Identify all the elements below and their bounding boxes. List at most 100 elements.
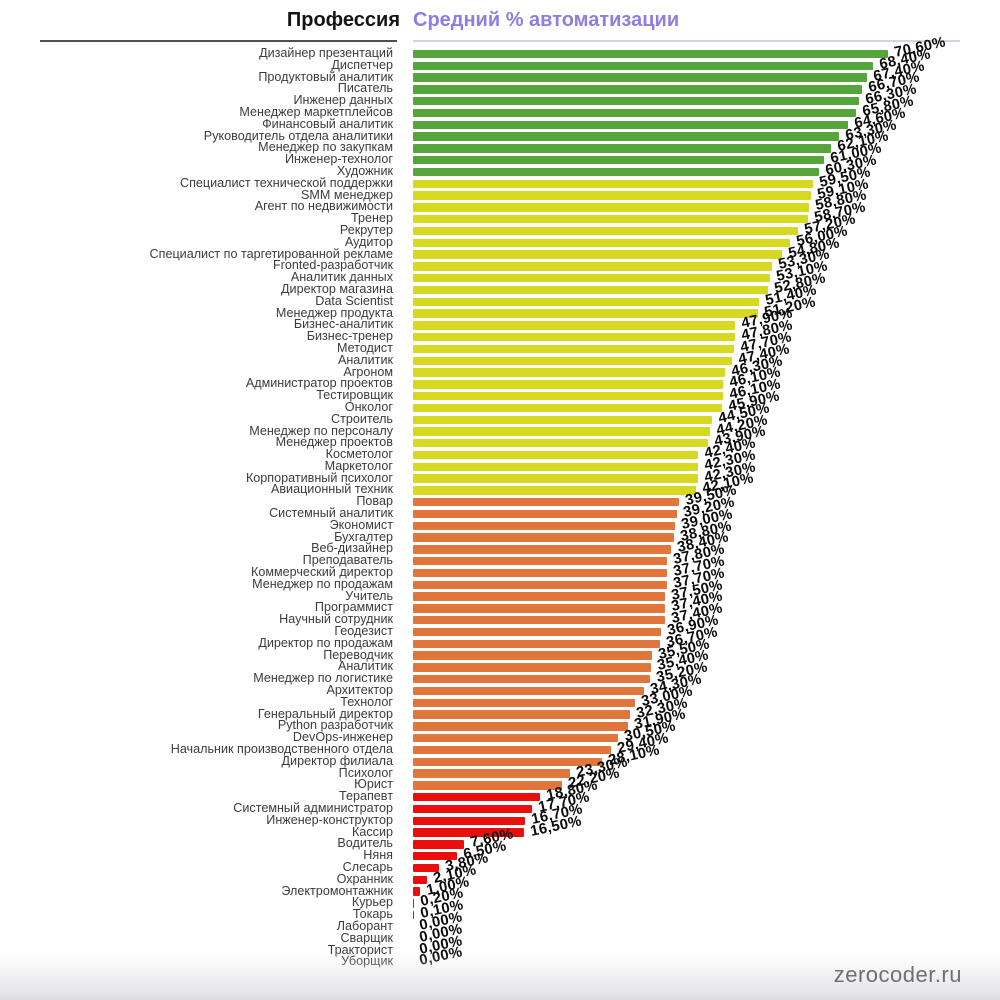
bar-cell: 46,10% bbox=[400, 365, 1000, 391]
profession-label: Менеджер по персоналу bbox=[249, 423, 393, 438]
chart-row: Менеджер по закупкам 62,10% bbox=[0, 129, 1000, 155]
bar bbox=[413, 651, 652, 660]
chart-row: Няня 6,50% bbox=[0, 838, 1000, 863]
bar-cell: 58,80% bbox=[400, 188, 1000, 214]
chart-row: Преподаватель 37,80% bbox=[0, 542, 1000, 568]
profession-label: Руководитель отдела аналитики bbox=[203, 128, 393, 143]
bar-cell: 38,40% bbox=[400, 530, 1000, 556]
profession-label: Экономист bbox=[329, 517, 393, 532]
bar-cell: 35,40% bbox=[400, 648, 1000, 674]
bar bbox=[413, 757, 603, 766]
bar bbox=[413, 273, 771, 283]
bar-cell: 31,90% bbox=[400, 707, 1000, 733]
profession-label: Косметолог bbox=[325, 447, 393, 462]
bar-cell: 64,60% bbox=[400, 105, 1000, 132]
profession-label: Менеджер по логистике bbox=[253, 671, 393, 686]
bar-cell: 57,20% bbox=[400, 211, 1000, 238]
profession-label: Инженер-конструктор bbox=[266, 812, 393, 827]
bar-cell: 0,00% bbox=[400, 909, 1000, 934]
profession-label: Технолог bbox=[340, 694, 393, 709]
bar bbox=[413, 639, 660, 649]
bar-cell: 38,80% bbox=[400, 518, 1000, 545]
chart-row: Диспетчер 68,40% bbox=[0, 46, 1000, 73]
bar-cell: 3,80% bbox=[400, 850, 1000, 875]
bar bbox=[413, 568, 667, 578]
chart-row: Менеджер проектов 43,90% bbox=[0, 424, 1000, 450]
profession-label: Агроном bbox=[343, 364, 393, 379]
bar bbox=[413, 745, 611, 755]
bar bbox=[413, 285, 769, 295]
chart-row: Курьер 0,20% bbox=[0, 886, 1000, 911]
bar bbox=[413, 332, 735, 342]
bar bbox=[413, 356, 732, 365]
bar-cell: 53,10% bbox=[400, 259, 1000, 285]
bar-cell: 65,80% bbox=[400, 93, 1000, 120]
profession-label: Менеджер маркетплейсов bbox=[239, 104, 393, 119]
bar-cell: 29,40% bbox=[400, 730, 1000, 757]
bar bbox=[413, 85, 862, 94]
profession-label: Водитель bbox=[337, 836, 393, 851]
chart-row: Электромонтажник 1,00% bbox=[0, 874, 1000, 899]
bar bbox=[413, 734, 619, 743]
bar bbox=[413, 61, 874, 70]
bar-cell: 68,40% bbox=[400, 46, 1000, 73]
chart-row: Психолог 23,30% bbox=[0, 754, 1000, 780]
chart-row: Токарь 0,10% bbox=[0, 897, 1000, 922]
bar bbox=[413, 910, 414, 920]
bar-cell: 37,50% bbox=[400, 577, 1000, 604]
chart-row: Слесарь 3,80% bbox=[0, 850, 1000, 875]
chart-row: Писатель 66,70% bbox=[0, 70, 1000, 96]
bar bbox=[413, 604, 665, 613]
bar-cell: 67,40% bbox=[400, 58, 1000, 84]
bar bbox=[413, 486, 697, 495]
profession-label: Fronted-разработчик bbox=[272, 258, 393, 273]
bar bbox=[413, 840, 465, 849]
bar-cell: 35,50% bbox=[400, 636, 1000, 663]
chart-row: DevOps-инженер 30,50% bbox=[0, 719, 1000, 745]
profession-label: Авиационный техник bbox=[270, 482, 393, 497]
chart-row: Fronted-разработчик 53,30% bbox=[0, 247, 1000, 273]
chart-row: Финансовый аналитик 64,60% bbox=[0, 105, 1000, 132]
chart-row: Технолог 33,00% bbox=[0, 683, 1000, 709]
profession-label: Инженер-технолог bbox=[284, 152, 393, 167]
bar bbox=[413, 698, 636, 708]
bar-cell: 42,30% bbox=[400, 447, 1000, 474]
chart-row: Архитектор 34,30% bbox=[0, 671, 1000, 698]
chart-row: Учитель 37,50% bbox=[0, 577, 1000, 604]
profession-label: Тестировщик bbox=[316, 388, 393, 403]
bar bbox=[413, 49, 889, 59]
bar-cell: 47,90% bbox=[400, 306, 1000, 332]
bar-cell: 60,30% bbox=[400, 152, 1000, 179]
bar bbox=[413, 415, 713, 424]
profession-label: Юрист bbox=[354, 777, 393, 792]
chart-row: Data Scientist 51,40% bbox=[0, 282, 1000, 308]
bar-cell: 51,20% bbox=[400, 294, 1000, 320]
profession-label: Архитектор bbox=[326, 683, 393, 698]
chart-row: Сварщик 0,00% bbox=[0, 921, 1000, 946]
bar bbox=[413, 675, 650, 684]
chart-row: Специалист по таргетированной рекламе 54,… bbox=[0, 235, 1000, 261]
profession-label: Менеджер проектов bbox=[275, 435, 393, 450]
chart-row: Python разработчик 31,90% bbox=[0, 707, 1000, 733]
chart-row: Менеджер маркетплейсов 65,80% bbox=[0, 93, 1000, 120]
profession-label: Няня bbox=[363, 848, 393, 863]
bar bbox=[413, 533, 675, 542]
bar-cell: 2,10% bbox=[400, 862, 1000, 887]
bar-cell: 46,30% bbox=[400, 353, 1000, 379]
chart-row: Охранник 2,10% bbox=[0, 862, 1000, 887]
chart-row: Программист 37,40% bbox=[0, 589, 1000, 615]
profession-label: Научный сотрудник bbox=[279, 612, 393, 627]
chart-row: Коммерческий директор 37,70% bbox=[0, 553, 1000, 579]
bar-cell: 47,70% bbox=[400, 329, 1000, 356]
chart-row: Специалист технической поддержки 59,50% bbox=[0, 164, 1000, 190]
profession-column-underline bbox=[40, 40, 397, 42]
profession-label: Охранник bbox=[336, 871, 393, 886]
bar bbox=[413, 250, 782, 259]
chart-row: Рекрутер 57,20% bbox=[0, 211, 1000, 238]
bar bbox=[413, 686, 644, 696]
profession-label: Продуктовый аналитик bbox=[258, 69, 393, 84]
chart-row: Научный сотрудник 37,40% bbox=[0, 601, 1000, 627]
bar-cell: 16,70% bbox=[400, 801, 1000, 828]
bar-cell: 66,70% bbox=[400, 70, 1000, 96]
